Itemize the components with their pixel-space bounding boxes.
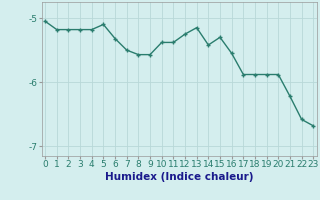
- X-axis label: Humidex (Indice chaleur): Humidex (Indice chaleur): [105, 172, 253, 182]
